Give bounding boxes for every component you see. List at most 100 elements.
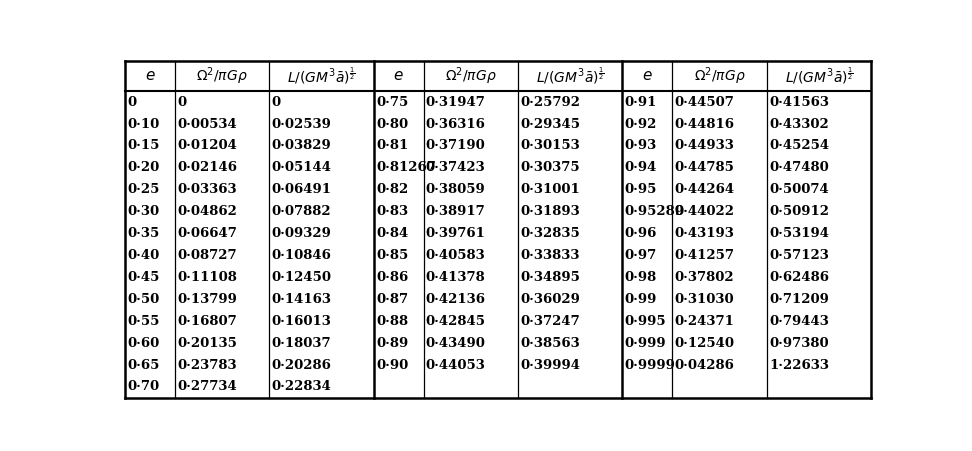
Text: 0·38563: 0·38563 bbox=[520, 336, 580, 350]
Text: 0·13799: 0·13799 bbox=[177, 293, 237, 306]
Text: 0·04286: 0·04286 bbox=[675, 359, 734, 372]
Text: 0·40: 0·40 bbox=[127, 249, 159, 262]
Text: 0·94: 0·94 bbox=[625, 161, 657, 175]
Text: 0·86: 0·86 bbox=[376, 271, 408, 284]
Text: 0·57123: 0·57123 bbox=[769, 249, 829, 262]
Text: 0·06491: 0·06491 bbox=[272, 183, 331, 196]
Text: 0·42845: 0·42845 bbox=[426, 315, 486, 328]
Text: 0·03363: 0·03363 bbox=[177, 183, 237, 196]
Text: $\it{e}$: $\it{e}$ bbox=[642, 69, 652, 83]
Text: 0·89: 0·89 bbox=[376, 336, 408, 350]
Text: 0·85: 0·85 bbox=[376, 249, 408, 262]
Text: 0·31893: 0·31893 bbox=[520, 205, 580, 218]
Text: 0·22834: 0·22834 bbox=[272, 381, 331, 393]
Text: 0·34895: 0·34895 bbox=[520, 271, 580, 284]
Text: 0·30375: 0·30375 bbox=[520, 161, 580, 175]
Text: 0·50912: 0·50912 bbox=[769, 205, 829, 218]
Text: 0·38059: 0·38059 bbox=[426, 183, 486, 196]
Text: 0·36029: 0·36029 bbox=[520, 293, 580, 306]
Text: 0·97380: 0·97380 bbox=[769, 336, 828, 350]
Text: 0·37802: 0·37802 bbox=[675, 271, 734, 284]
Text: 0·96: 0·96 bbox=[625, 227, 657, 240]
Text: 0·12540: 0·12540 bbox=[675, 336, 735, 350]
Text: 0·97: 0·97 bbox=[625, 249, 657, 262]
Text: 0·37423: 0·37423 bbox=[426, 161, 486, 175]
Text: 0: 0 bbox=[177, 96, 187, 109]
Text: 0·98: 0·98 bbox=[625, 271, 657, 284]
Text: 0·10: 0·10 bbox=[127, 118, 159, 131]
Text: 0·43193: 0·43193 bbox=[675, 227, 734, 240]
Text: 0·62486: 0·62486 bbox=[769, 271, 829, 284]
Text: $\it{e}$: $\it{e}$ bbox=[145, 69, 156, 83]
Text: 0·29345: 0·29345 bbox=[520, 118, 580, 131]
Text: $\Omega^2/\pi G\rho$: $\Omega^2/\pi G\rho$ bbox=[445, 65, 497, 87]
Text: 0·14163: 0·14163 bbox=[272, 293, 331, 306]
Text: 0·39994: 0·39994 bbox=[520, 359, 580, 372]
Text: 0·995: 0·995 bbox=[625, 315, 667, 328]
Text: 0·65: 0·65 bbox=[127, 359, 160, 372]
Text: 0·60: 0·60 bbox=[127, 336, 159, 350]
Text: 0·20286: 0·20286 bbox=[272, 359, 331, 372]
Text: 0·12450: 0·12450 bbox=[272, 271, 331, 284]
Text: 0·44816: 0·44816 bbox=[675, 118, 735, 131]
Text: 0·08727: 0·08727 bbox=[177, 249, 237, 262]
Text: 0·42136: 0·42136 bbox=[426, 293, 486, 306]
Text: 0·71209: 0·71209 bbox=[769, 293, 829, 306]
Text: 0·11108: 0·11108 bbox=[177, 271, 237, 284]
Text: 0·999: 0·999 bbox=[625, 336, 667, 350]
Text: 0·45: 0·45 bbox=[127, 271, 160, 284]
Text: 0·44507: 0·44507 bbox=[675, 96, 734, 109]
Text: 0·30: 0·30 bbox=[127, 205, 159, 218]
Text: 0·91: 0·91 bbox=[625, 96, 657, 109]
Text: $L/(GM^3\bar{a})^{\frac{1}{2}}$: $L/(GM^3\bar{a})^{\frac{1}{2}}$ bbox=[784, 66, 853, 86]
Text: 0·44933: 0·44933 bbox=[675, 139, 734, 152]
Text: 0·16013: 0·16013 bbox=[272, 315, 331, 328]
Text: 0·30153: 0·30153 bbox=[520, 139, 580, 152]
Text: 0·45254: 0·45254 bbox=[769, 139, 829, 152]
Text: 0·27734: 0·27734 bbox=[177, 381, 237, 393]
Text: 0·88: 0·88 bbox=[376, 315, 408, 328]
Text: 0·47480: 0·47480 bbox=[769, 161, 829, 175]
Text: 0: 0 bbox=[127, 96, 137, 109]
Text: 0·04862: 0·04862 bbox=[177, 205, 237, 218]
Text: 0·06647: 0·06647 bbox=[177, 227, 237, 240]
Text: 0·33833: 0·33833 bbox=[520, 249, 579, 262]
Text: 0·90: 0·90 bbox=[376, 359, 408, 372]
Text: 0·44053: 0·44053 bbox=[426, 359, 486, 372]
Text: 0·07882: 0·07882 bbox=[272, 205, 331, 218]
Text: 0·31030: 0·31030 bbox=[675, 293, 734, 306]
Text: 0·36316: 0·36316 bbox=[426, 118, 486, 131]
Text: 0·81: 0·81 bbox=[376, 139, 408, 152]
Text: 0·18037: 0·18037 bbox=[272, 336, 331, 350]
Text: 0·02539: 0·02539 bbox=[272, 118, 331, 131]
Text: 0·44264: 0·44264 bbox=[675, 183, 735, 196]
Text: 0·80: 0·80 bbox=[376, 118, 408, 131]
Text: 0·75: 0·75 bbox=[376, 96, 408, 109]
Text: 0·55: 0·55 bbox=[127, 315, 160, 328]
Text: 0·37247: 0·37247 bbox=[520, 315, 580, 328]
Text: 0·15: 0·15 bbox=[127, 139, 160, 152]
Text: 0·41257: 0·41257 bbox=[675, 249, 735, 262]
Text: 0·00534: 0·00534 bbox=[177, 118, 237, 131]
Text: 0·50074: 0·50074 bbox=[769, 183, 829, 196]
Text: 0·32835: 0·32835 bbox=[520, 227, 580, 240]
Text: $L/(GM^3\bar{a})^{\frac{1}{2}}$: $L/(GM^3\bar{a})^{\frac{1}{2}}$ bbox=[288, 66, 356, 86]
Text: 0·35: 0·35 bbox=[127, 227, 159, 240]
Text: 0·70: 0·70 bbox=[127, 381, 159, 393]
Text: 0·81267: 0·81267 bbox=[376, 161, 436, 175]
Text: 0·16807: 0·16807 bbox=[177, 315, 237, 328]
Text: 0·41563: 0·41563 bbox=[769, 96, 829, 109]
Text: 0·23783: 0·23783 bbox=[177, 359, 237, 372]
Text: 0·92: 0·92 bbox=[625, 118, 657, 131]
Text: 0·09329: 0·09329 bbox=[272, 227, 331, 240]
Text: 0·53194: 0·53194 bbox=[769, 227, 829, 240]
Text: $L/(GM^3\bar{a})^{\frac{1}{2}}$: $L/(GM^3\bar{a})^{\frac{1}{2}}$ bbox=[536, 66, 605, 86]
Text: 0·93: 0·93 bbox=[625, 139, 657, 152]
Text: 0·9999: 0·9999 bbox=[625, 359, 676, 372]
Text: 0·41378: 0·41378 bbox=[426, 271, 486, 284]
Text: 0·87: 0·87 bbox=[376, 293, 408, 306]
Text: 0·44785: 0·44785 bbox=[675, 161, 734, 175]
Text: 0·03829: 0·03829 bbox=[272, 139, 331, 152]
Text: 0·31947: 0·31947 bbox=[426, 96, 486, 109]
Text: 0·10846: 0·10846 bbox=[272, 249, 331, 262]
